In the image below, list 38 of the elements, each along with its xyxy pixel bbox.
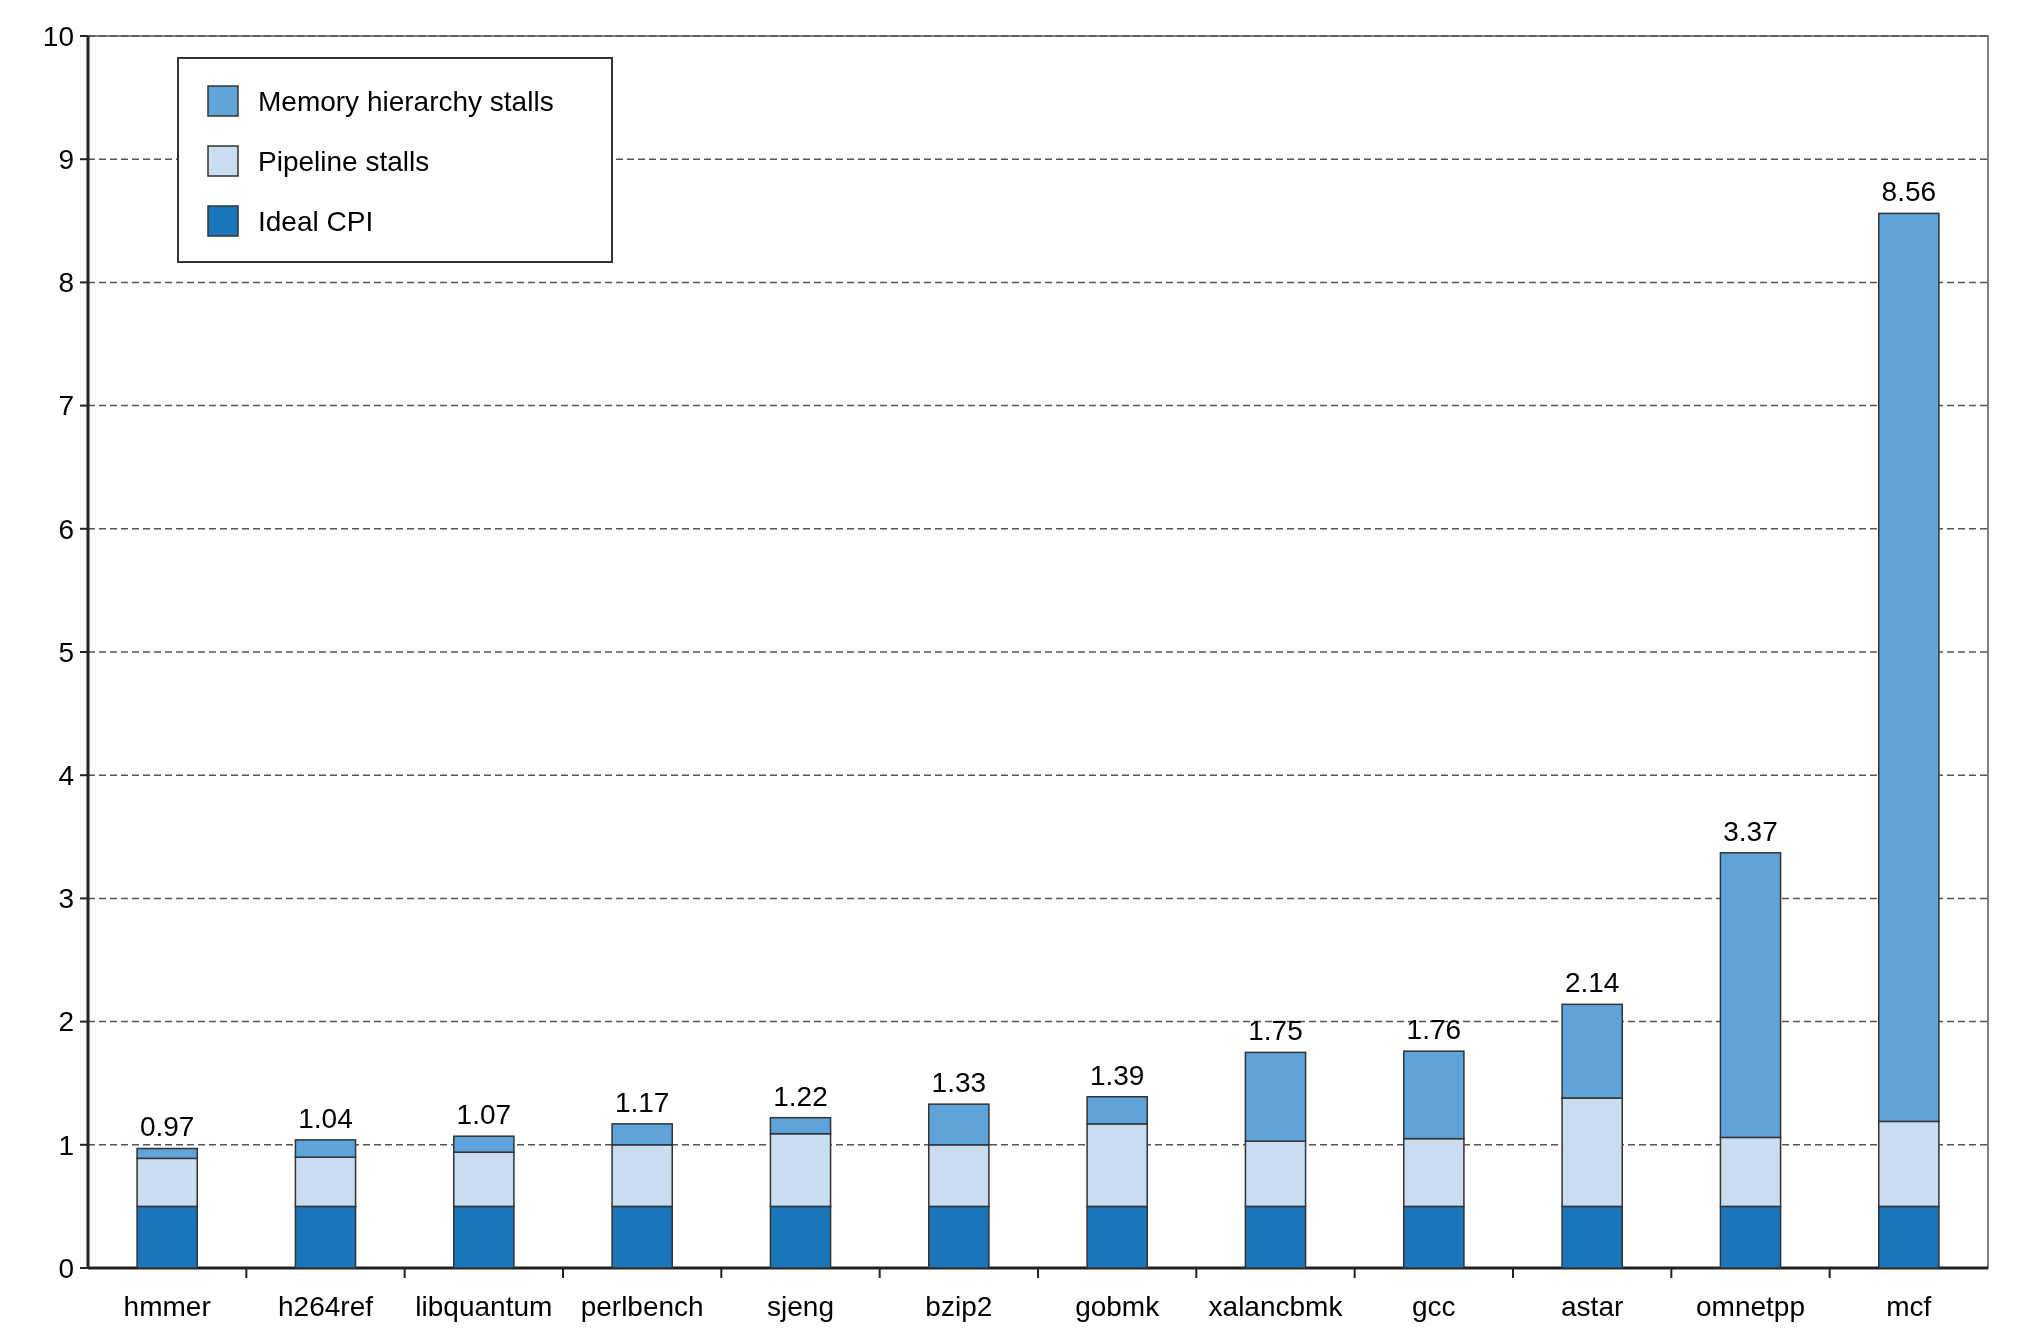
total-label: 1.33 xyxy=(931,1067,987,1099)
legend-label: Memory hierarchy stalls xyxy=(258,85,554,117)
total-label: 1.17 xyxy=(614,1086,670,1118)
y-tick-label: 8 xyxy=(58,267,74,299)
y-tick-label: 10 xyxy=(42,20,74,52)
y-tick-label: 3 xyxy=(58,883,74,915)
y-tick-label: 6 xyxy=(58,513,74,545)
total-label: 1.22 xyxy=(773,1080,828,1112)
x-tick-label: sjeng xyxy=(767,1291,834,1322)
y-tick-label: 1 xyxy=(58,1129,74,1161)
total-label: 1.39 xyxy=(1089,1059,1145,1091)
x-tick-label: perlbench xyxy=(580,1291,704,1322)
x-tick-label: hmmer xyxy=(123,1291,211,1322)
x-tick-label: mcf xyxy=(1886,1291,1932,1322)
total-label: 1.75 xyxy=(1248,1015,1303,1047)
total-label: 1.04 xyxy=(298,1102,353,1134)
x-tick-label: h264ref xyxy=(278,1291,374,1322)
x-tick-label: gcc xyxy=(1412,1291,1456,1322)
y-tick-label: 4 xyxy=(58,760,74,791)
total-label: 0.97 xyxy=(139,1111,195,1143)
y-tick-label: 2 xyxy=(58,1006,74,1038)
x-tick-label: xalancbmk xyxy=(1208,1291,1344,1322)
total-label: 8.56 xyxy=(1881,176,1937,208)
total-label: 2.14 xyxy=(1564,967,1620,999)
total-label: 1.76 xyxy=(1406,1014,1462,1046)
y-tick-label: 5 xyxy=(58,636,74,668)
x-tick-label: bzip2 xyxy=(925,1291,993,1322)
total-label: 3.37 xyxy=(1723,815,1778,847)
legend-label: Ideal CPI xyxy=(258,205,374,237)
x-tick-label: omnetpp xyxy=(1696,1291,1805,1322)
legend-label: Pipeline stalls xyxy=(258,145,430,177)
y-tick-label: 7 xyxy=(58,390,74,422)
x-tick-label: gobmk xyxy=(1075,1291,1161,1322)
y-tick-label: 9 xyxy=(58,144,74,175)
x-tick-label: libquantum xyxy=(415,1291,553,1322)
x-tick-label: astar xyxy=(1561,1291,1624,1322)
total-label: 1.07 xyxy=(456,1099,512,1131)
y-tick-label: 0 xyxy=(58,1252,74,1284)
